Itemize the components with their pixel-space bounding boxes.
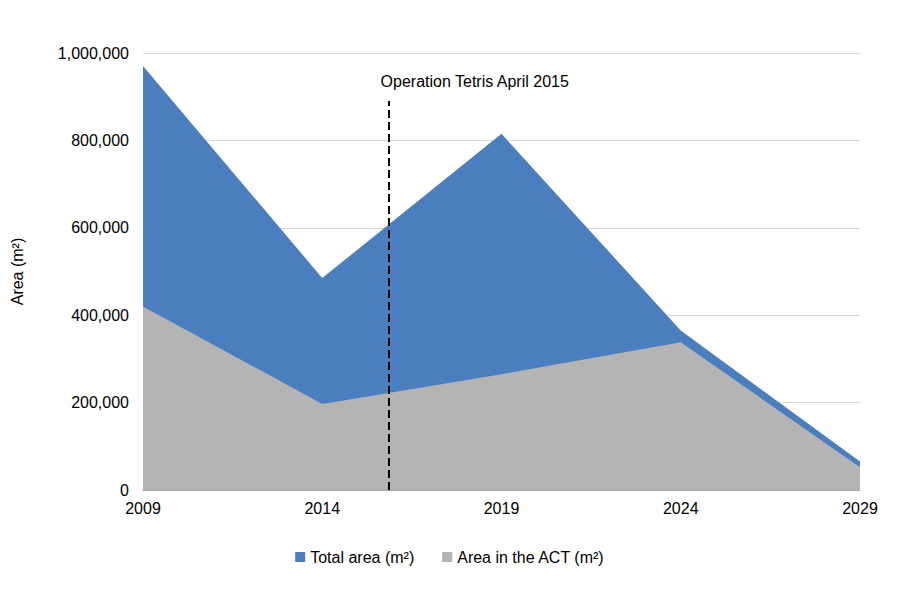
svg-text:1,000,000: 1,000,000 (58, 45, 129, 62)
svg-text:200,000: 200,000 (71, 394, 129, 411)
svg-text:2029: 2029 (842, 500, 878, 517)
svg-text:Total area (m²): Total area (m²) (310, 549, 414, 566)
svg-text:Operation Tetris April 2015: Operation Tetris April 2015 (381, 73, 569, 90)
svg-text:2014: 2014 (304, 500, 340, 517)
svg-text:2009: 2009 (125, 500, 161, 517)
svg-text:0: 0 (120, 482, 129, 499)
svg-text:600,000: 600,000 (71, 219, 129, 236)
svg-text:800,000: 800,000 (71, 132, 129, 149)
svg-text:Area (m²): Area (m²) (9, 238, 26, 306)
svg-text:400,000: 400,000 (71, 307, 129, 324)
svg-text:2019: 2019 (484, 500, 520, 517)
svg-text:2024: 2024 (663, 500, 699, 517)
svg-text:Area in the ACT (m²): Area in the ACT (m²) (457, 549, 603, 566)
